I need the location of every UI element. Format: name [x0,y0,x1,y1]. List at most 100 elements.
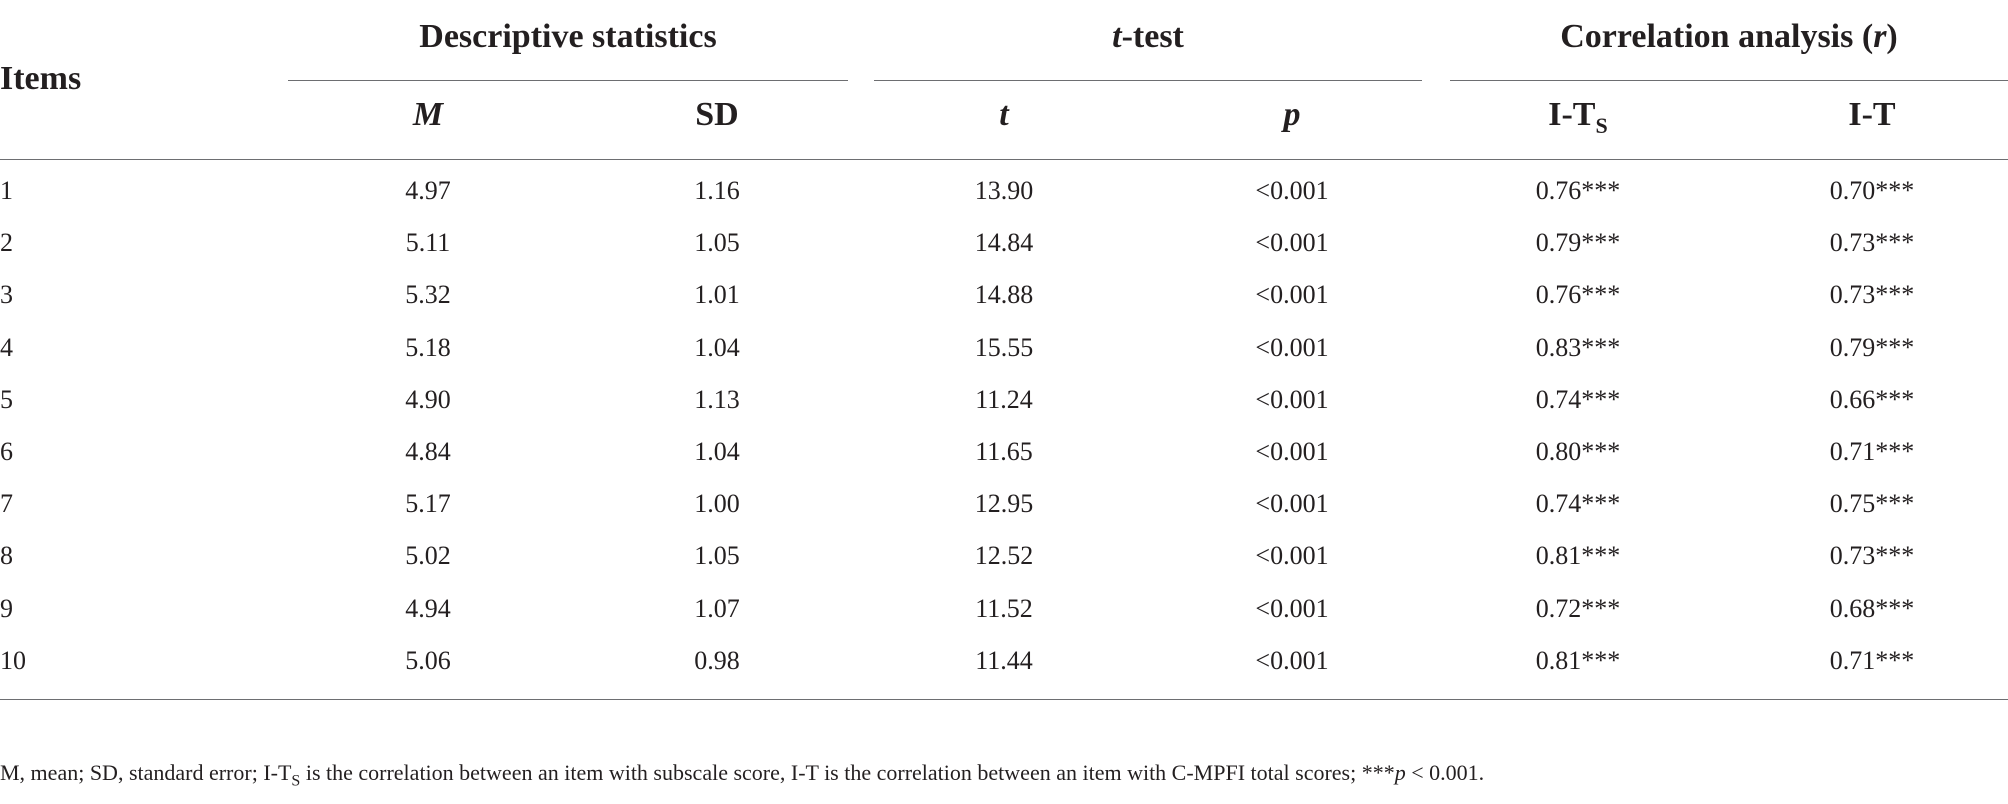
group-header-ttest: t-test [874,18,1422,56]
cell-SD: 1.07 [694,593,740,623]
header-p: p [1283,96,1301,133]
table-row: 3 5.32 1.01 14.88 <0.001 0.76*** 0.73*** [0,268,2008,320]
cell-SD: 1.04 [694,332,740,362]
cell-t: 14.84 [974,228,1034,258]
cell-M: 4.94 [405,593,451,623]
cell-SD: 1.04 [694,437,740,466]
cell-M: 5.17 [405,489,451,519]
header-mean: M [412,96,444,133]
cell-t: 14.88 [974,280,1034,310]
cell-its: 0.80*** [1535,437,1621,466]
cell-item: 3 [0,280,13,310]
cell-SD: 1.16 [694,176,740,205]
cell-SD: 0.98 [694,645,740,675]
cell-SD: 1.01 [694,280,740,310]
cell-M: 4.84 [405,437,451,466]
cell-item: 7 [0,489,13,519]
header-rule [0,159,2008,160]
cell-t: 11.52 [975,593,1033,623]
cell-t: 11.65 [975,437,1033,466]
cell-it: 0.73*** [1829,228,1915,258]
corr-close: ) [1886,18,1898,55]
cell-its: 0.74*** [1535,489,1621,519]
cell-item: 6 [0,437,13,466]
cell-item: 9 [0,593,13,623]
cell-t: 12.52 [974,541,1034,571]
group-header-correlation: Correlation analysis (r) [1450,18,2008,56]
table-row: 7 5.17 1.00 12.95 <0.001 0.74*** 0.75*** [0,477,2008,529]
header-items: Items [0,60,82,97]
cell-M: 5.32 [405,280,451,310]
cell-it: 0.68*** [1829,593,1915,623]
cell-it: 0.71*** [1829,645,1915,675]
cell-p: <0.001 [1255,437,1329,466]
cell-t: 12.95 [974,489,1034,519]
cell-item: 5 [0,384,13,414]
bottom-rule [0,699,2008,700]
group-rule-correlation [1450,80,2008,81]
cell-t: 11.44 [975,645,1033,675]
cell-its: 0.83*** [1535,332,1621,362]
cell-it: 0.73*** [1829,280,1915,310]
cell-p: <0.001 [1255,228,1329,258]
cell-SD: 1.00 [694,489,740,519]
cell-M: 5.11 [405,228,451,258]
cell-it: 0.75*** [1829,489,1915,519]
cell-item: 4 [0,332,13,362]
cell-its: 0.72*** [1535,593,1621,623]
cell-t: 11.24 [975,384,1033,414]
table-row: 2 5.11 1.05 14.84 <0.001 0.79*** 0.73*** [0,216,2008,268]
cell-SD: 1.13 [694,384,740,414]
cell-it: 0.70*** [1829,176,1915,205]
cell-t: 13.90 [974,176,1034,205]
table-footnote: M, mean; SD, standard error; I-TS is the… [0,760,1485,790]
cell-p: <0.001 [1255,176,1329,205]
header-its: I-TS [1548,96,1608,138]
cell-SD: 1.05 [694,228,740,258]
cell-p: <0.001 [1255,645,1329,675]
cell-M: 5.02 [405,541,451,571]
table-row: 4 5.18 1.04 15.55 <0.001 0.83*** 0.79*** [0,321,2008,373]
table-row: 1 4.97 1.16 13.90 <0.001 0.76*** 0.70*** [0,164,2008,216]
cell-p: <0.001 [1255,280,1329,310]
cell-its: 0.81*** [1535,645,1621,675]
group-rule-ttest [874,80,1422,81]
corr-main: Correlation analysis ( [1560,18,1874,55]
cell-SD: 1.05 [694,541,740,571]
header-t: t [999,96,1009,133]
cell-p: <0.001 [1255,541,1329,571]
cell-M: 4.90 [405,384,451,414]
cell-its: 0.74*** [1535,384,1621,414]
cell-it: 0.73*** [1829,541,1915,571]
cell-it: 0.71*** [1829,437,1915,466]
header-it: I-T [1848,96,1896,133]
cell-its: 0.79*** [1535,228,1621,258]
ttest-rest: -test [1121,18,1184,55]
table-row: 5 4.90 1.13 11.24 <0.001 0.74*** 0.66*** [0,373,2008,425]
cell-its: 0.81*** [1535,541,1621,571]
cell-p: <0.001 [1255,384,1329,414]
cell-its: 0.76*** [1535,280,1621,310]
corr-r: r [1873,18,1887,55]
table-row: 9 4.94 1.07 11.52 <0.001 0.72*** 0.68*** [0,582,2008,634]
cell-t: 15.55 [974,332,1034,362]
cell-M: 5.18 [405,332,451,362]
table-row: 10 5.06 0.98 11.44 <0.001 0.81*** 0.71*** [0,634,2008,686]
ttest-t: t [1112,18,1122,55]
cell-it: 0.66*** [1829,384,1915,414]
cell-it: 0.79*** [1829,332,1915,362]
group-header-descriptive: Descriptive statistics [419,18,717,55]
cell-its: 0.76*** [1535,176,1621,205]
cell-item: 10 [0,645,26,675]
cell-item: 8 [0,541,13,571]
cell-p: <0.001 [1255,593,1329,623]
group-rule-descriptive [288,80,848,81]
header-sd: SD [695,96,739,133]
cell-p: <0.001 [1255,489,1329,519]
cell-item: 2 [0,228,13,258]
table-row: 6 4.84 1.04 11.65 <0.001 0.80*** 0.71*** [0,425,2008,477]
cell-M: 4.97 [405,176,451,205]
cell-p: <0.001 [1255,332,1329,362]
cell-M: 5.06 [405,645,451,675]
